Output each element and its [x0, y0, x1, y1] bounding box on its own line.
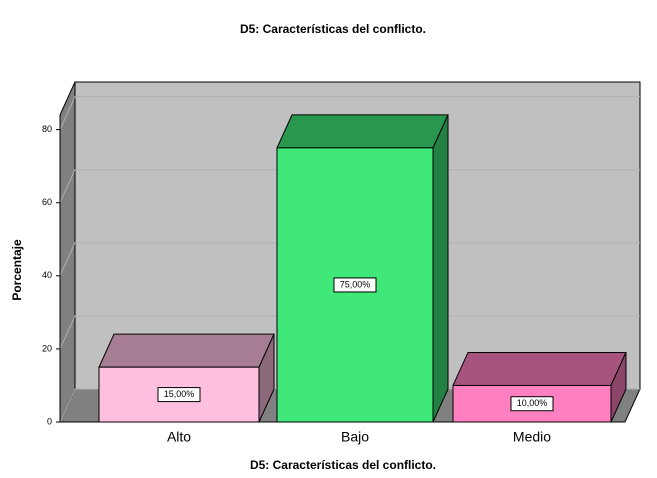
y-tick-label: 0 [47, 416, 52, 426]
y-tick-label: 20 [42, 343, 52, 353]
y-tick-label: 40 [42, 270, 52, 280]
value-label: 10,00% [517, 398, 548, 408]
x-axis-title: D5: Características del conflicto. [250, 458, 436, 472]
grid-line [59, 96, 640, 130]
bar [452, 351, 627, 423]
bar [98, 333, 275, 423]
grid-line [59, 315, 640, 350]
bar-top [276, 114, 449, 149]
bar [276, 114, 449, 423]
y-tick-label: 80 [42, 124, 52, 134]
value-label-box [333, 277, 377, 293]
y-tick-label: 60 [42, 197, 52, 207]
value-label: 15,00% [164, 389, 195, 399]
x-tick-label: Medio [513, 429, 551, 445]
x-tick-label: Alto [167, 429, 191, 445]
left-wall [59, 81, 76, 423]
bar-top [98, 333, 275, 368]
grid-line [59, 242, 640, 277]
grid-line [59, 388, 640, 423]
bar-top [452, 351, 627, 386]
value-label-box [510, 396, 554, 412]
value-label: 75,00% [340, 279, 371, 289]
grid-line [59, 169, 640, 203]
x-tick-label: Bajo [341, 429, 369, 445]
y-axis-title: Porcentaje [10, 239, 24, 301]
bar-side [432, 114, 449, 423]
chart-title: D5: Características del conflicto. [240, 22, 426, 36]
value-label-box [157, 387, 201, 403]
